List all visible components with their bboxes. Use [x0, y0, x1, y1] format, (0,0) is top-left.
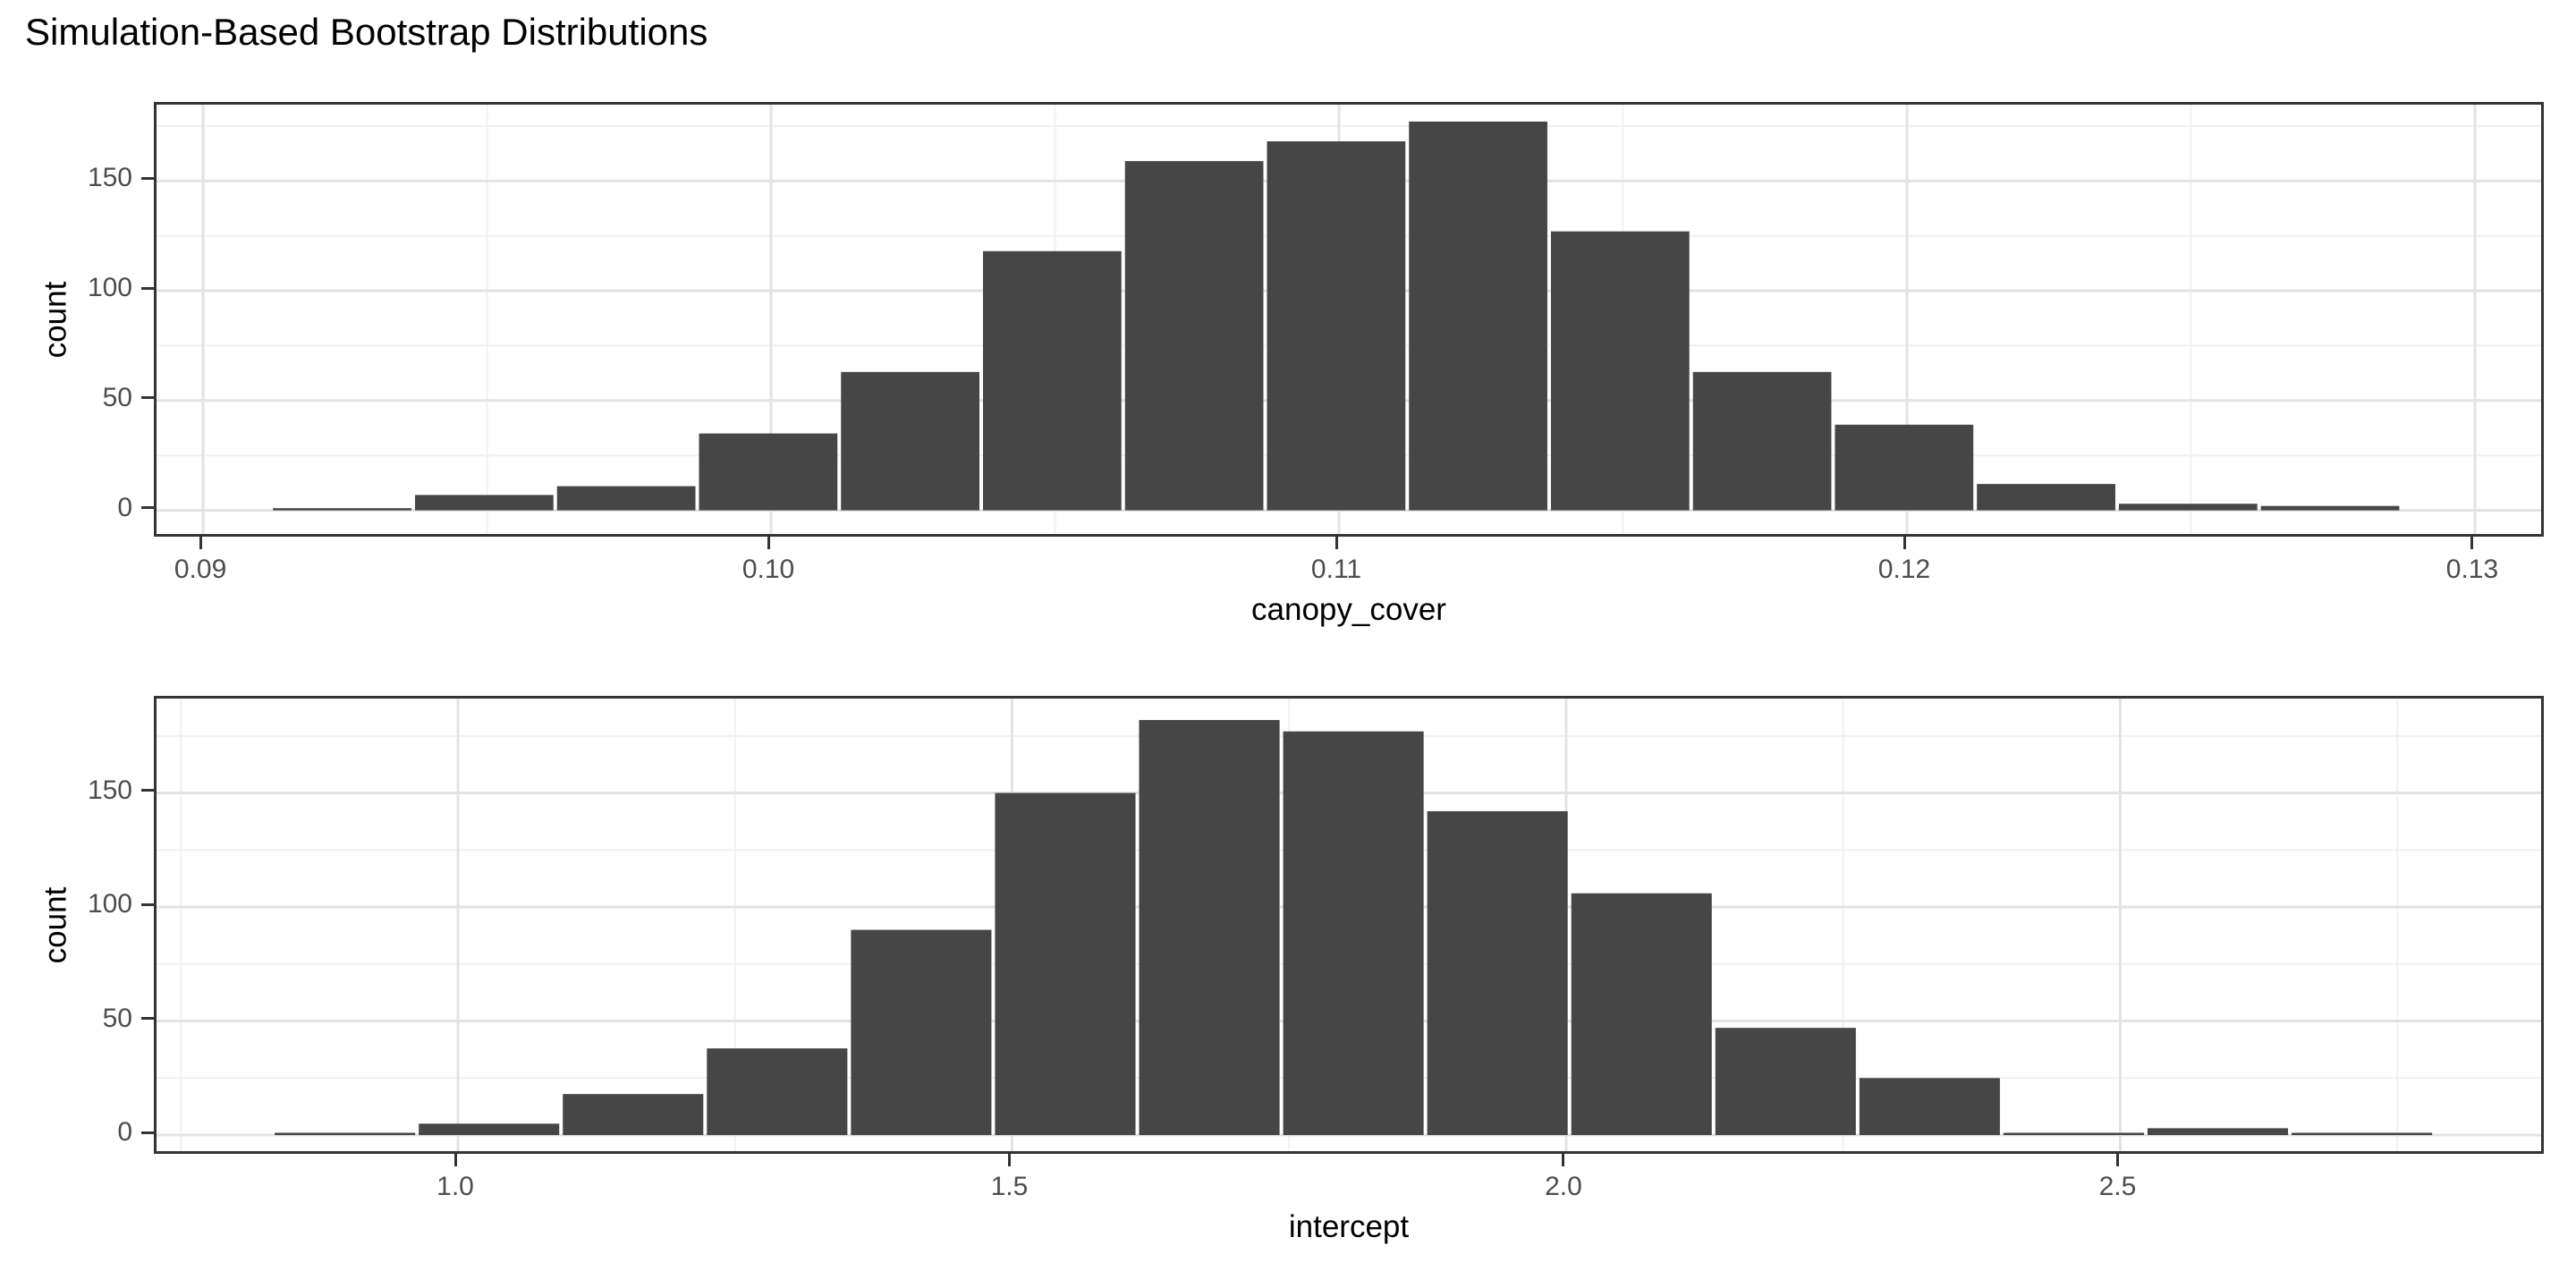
histogram-bar [1267, 141, 1406, 511]
histogram-bar [995, 792, 1136, 1136]
histogram-bar [1715, 1028, 1856, 1136]
x-tick-label: 0.11 [1310, 555, 1362, 584]
histogram-bar [2118, 504, 2258, 511]
x-tick-label: 0.10 [741, 555, 795, 584]
x-tick-mark [2115, 1154, 2119, 1166]
x-axis-title-canopy_cover: canopy_cover [1251, 592, 1446, 627]
histogram-bar [1427, 810, 1568, 1136]
y-tick-mark [141, 506, 154, 510]
x-tick-mark [1562, 1154, 1565, 1166]
y-tick-mark [141, 1017, 154, 1021]
histogram-bar [841, 371, 979, 511]
x-tick-mark [1335, 537, 1338, 549]
x-tick-label: 0.12 [1877, 555, 1931, 584]
histogram-bar [707, 1048, 848, 1136]
x-tick-mark [1902, 537, 1906, 549]
histogram-bar [2260, 505, 2400, 511]
y-tick-label: 50 [102, 382, 132, 412]
y-tick-label: 50 [102, 1003, 132, 1033]
plot-title: Simulation-Based Bootstrap Distributions [25, 11, 708, 53]
plot-panel-intercept [154, 696, 2544, 1154]
y-tick-label: 0 [117, 1117, 132, 1148]
y-tick-label: 0 [117, 492, 132, 522]
x-tick-label: 0.09 [174, 555, 227, 584]
histogram-bar [415, 495, 554, 511]
histogram-bar [1835, 424, 1974, 511]
y-tick-mark [141, 902, 154, 906]
histogram-bar [2003, 1132, 2144, 1136]
histogram-svg-canopy_cover [157, 105, 2541, 534]
histogram-bar [275, 1132, 416, 1136]
histogram-bar [1139, 719, 1280, 1136]
y-tick-label: 150 [87, 163, 132, 193]
x-tick-label: 1.5 [990, 1172, 1029, 1201]
histogram-bar [2147, 1128, 2289, 1136]
histogram-bar [1409, 121, 1547, 511]
histogram-bar [851, 929, 992, 1136]
histogram-bar [563, 1094, 704, 1136]
y-tick-label: 100 [87, 273, 132, 302]
x-axis-title-intercept: intercept [1288, 1209, 1410, 1244]
histogram-bar [1977, 484, 2115, 511]
histogram-bar [556, 486, 696, 511]
x-tick-label: 2.0 [1545, 1172, 1582, 1201]
y-tick-mark [141, 286, 154, 290]
histogram-bar [982, 250, 1122, 511]
x-tick-label: 0.13 [2445, 555, 2499, 584]
histogram-bar [1571, 893, 1712, 1136]
histogram-svg-intercept [157, 699, 2541, 1151]
y-tick-mark [141, 176, 154, 180]
x-tick-mark [767, 537, 770, 549]
histogram-bar [419, 1123, 560, 1136]
plot-panel-canopy_cover [154, 102, 2544, 537]
histogram-bar [699, 433, 838, 511]
x-tick-label: 1.0 [436, 1172, 474, 1201]
y-axis-title-canopy_cover: count [38, 281, 73, 359]
histogram-bar [1692, 371, 1832, 511]
x-tick-mark [453, 1154, 457, 1166]
y-tick-label: 150 [87, 775, 132, 805]
histogram-bar [1283, 731, 1424, 1136]
y-tick-mark [141, 1131, 154, 1134]
y-tick-mark [141, 396, 154, 400]
histogram-bar [1550, 231, 1690, 511]
histogram-bar [273, 508, 412, 511]
histogram-bar [1124, 161, 1264, 511]
y-axis-title-intercept: count [38, 886, 73, 964]
x-tick-label: 2.5 [2098, 1172, 2137, 1201]
y-tick-mark [141, 789, 154, 792]
y-tick-label: 100 [87, 889, 132, 919]
histogram-bar [2292, 1132, 2433, 1136]
x-tick-mark [1007, 1154, 1011, 1166]
x-tick-mark [2470, 537, 2474, 549]
histogram-bar [1859, 1078, 2000, 1136]
x-tick-mark [199, 537, 202, 549]
